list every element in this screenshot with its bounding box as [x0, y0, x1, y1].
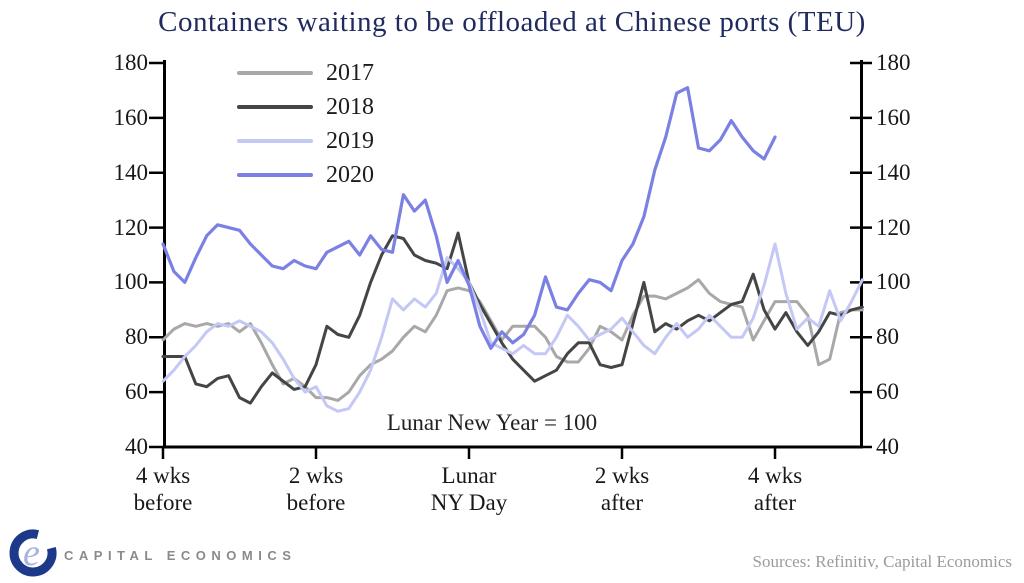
chart-title: Containers waiting to be offloaded at Ch…	[158, 6, 866, 38]
x-tick-label-line: Lunar	[441, 463, 497, 488]
series-line-2019	[161, 242, 864, 413]
x-tick-label-line: 2 wks	[594, 463, 650, 488]
x-tick-label-line: 2 wks	[288, 463, 344, 488]
chart-legend: 2017 2018 2019 2020	[237, 56, 374, 192]
legend-item-2017: 2017	[237, 56, 374, 90]
index-annotation: Lunar New Year = 100	[386, 410, 598, 435]
legend-swatch-2019	[237, 139, 313, 143]
x-tick-label-line: after	[600, 490, 644, 515]
legend-swatch-2018	[237, 105, 313, 109]
capital-economics-logo-icon: e	[9, 529, 57, 577]
y-tick-label-right: 120	[876, 214, 911, 240]
x-tick-label-line: 4 wks	[747, 463, 803, 488]
x-tick-label: 2 wks before	[256, 462, 376, 516]
series-line-2018	[161, 231, 864, 405]
y-tick-label-right: 160	[876, 104, 911, 130]
y-tick-label-right: 40	[876, 434, 899, 459]
legend-label: 2017	[326, 59, 374, 86]
y-tick-label-right: 80	[876, 324, 899, 350]
x-tick-label: 4 wks before	[103, 462, 223, 516]
x-tick-label: 2 wks after	[562, 462, 682, 516]
y-tick-label-left: 120	[113, 214, 149, 240]
series-line-2020	[161, 86, 777, 350]
legend-swatch-2020	[237, 173, 313, 177]
x-tick-label-line: 4 wks	[135, 463, 191, 488]
legend-item-2020: 2020	[237, 158, 374, 192]
y-tick-label-left: 60	[125, 379, 148, 405]
y-tick-label-right: 180	[876, 49, 911, 75]
y-tick-label-left: 40	[125, 434, 148, 459]
x-tick-label-line: before	[286, 490, 346, 515]
x-tick-label-line: NY Day	[430, 490, 508, 515]
legend-item-2018: 2018	[237, 90, 374, 124]
y-tick-label-left: 180	[113, 49, 149, 75]
y-tick-label-right: 100	[876, 269, 911, 295]
x-tick-label: Lunar NY Day	[409, 462, 529, 516]
y-tick-label-left: 160	[113, 104, 149, 130]
x-tick-label-line: before	[133, 490, 193, 515]
x-tick-label-line: after	[753, 490, 797, 515]
legend-item-2019: 2019	[237, 124, 374, 158]
legend-label: 2020	[326, 161, 374, 188]
legend-swatch-2017	[237, 71, 313, 75]
x-tick-label: 4 wks after	[715, 462, 835, 516]
y-tick-label-right: 140	[876, 159, 911, 185]
capital-economics-logo-text: CAPITAL ECONOMICS	[64, 548, 297, 563]
legend-label: 2019	[326, 127, 374, 154]
sources-note: Sources: Refinitiv, Capital Economics	[752, 552, 1012, 571]
y-tick-label-right: 60	[876, 379, 899, 405]
svg-text:e: e	[23, 532, 40, 574]
y-tick-label-left: 100	[113, 269, 149, 295]
legend-label: 2018	[326, 93, 374, 120]
y-tick-label-left: 80	[125, 324, 148, 350]
y-tick-label-left: 140	[113, 159, 149, 185]
